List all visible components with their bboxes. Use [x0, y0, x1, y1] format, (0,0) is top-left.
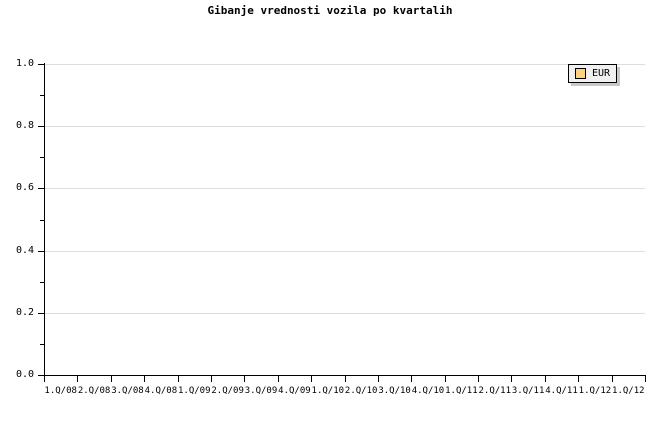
x-axis-tick: [378, 376, 379, 382]
x-axis-tick: [278, 376, 279, 382]
y-axis-tick-minor: [40, 157, 44, 159]
y-axis-tick-major: [38, 64, 44, 65]
y-axis-tick-major: [38, 126, 44, 128]
y-axis-tick-major: [38, 312, 44, 314]
legend-swatch-eur: [575, 68, 586, 79]
y-axis-tick-label: 0.4: [15, 244, 34, 256]
y-axis-tick-label: 1.0: [15, 58, 34, 69]
x-axis-tick: [612, 376, 613, 382]
x-axis-tick-label: 4.Q/09: [278, 386, 311, 396]
y-axis-tick-minor: [40, 343, 44, 345]
y-axis-tick-major: [38, 188, 44, 190]
gridline-horizontal: [44, 126, 645, 128]
y-axis-tick-label: 0.0: [15, 369, 34, 380]
x-axis-tick: [211, 376, 212, 382]
x-axis-tick: [44, 376, 45, 382]
x-axis-tick: [578, 376, 579, 382]
x-axis-tick-label: 4.Q/08: [144, 386, 178, 396]
x-axis-tick-label: 3.Q/08: [111, 386, 144, 396]
gridline-horizontal: [44, 64, 645, 65]
chart-title: Gibanje vrednosti vozila po kvartalih: [207, 4, 453, 17]
x-axis-tick-label: 1.Q/08: [44, 386, 77, 396]
x-axis-tick-label: 2.Q/11: [478, 386, 512, 396]
x-axis-tick-label: 4.Q/11: [545, 386, 578, 396]
x-axis-tick-label: 4.Q/10: [411, 386, 445, 396]
x-axis-tick-label: 2.Q/09: [211, 386, 244, 396]
x-axis-tick: [345, 376, 346, 382]
x-axis-line: [44, 375, 646, 376]
x-axis-tick: [411, 376, 412, 382]
chart-legend[interactable]: EUR: [568, 64, 618, 83]
x-axis-tick: [111, 376, 112, 382]
gridline-horizontal: [44, 188, 645, 190]
x-axis-tick: [144, 376, 145, 382]
x-axis-tick-label: 1.Q/12: [578, 386, 612, 396]
x-axis-tick: [645, 376, 646, 382]
y-axis-tick-major: [38, 375, 44, 376]
x-axis-tick-label: 1.Q/11: [445, 386, 478, 396]
x-axis-tick-label: 3.Q/11: [511, 386, 545, 396]
x-axis-tick: [545, 376, 546, 382]
y-axis-tick-major: [38, 250, 44, 252]
y-axis-tick-minor: [40, 95, 44, 97]
legend-label-eur: EUR: [592, 68, 611, 79]
y-axis-tick-label: 0.2: [15, 306, 34, 318]
x-axis-tick: [511, 376, 512, 382]
x-axis-tick-label: 3.Q/10: [378, 386, 411, 396]
x-axis-tick: [77, 376, 78, 382]
x-axis-tick: [244, 376, 245, 382]
gridline-horizontal: [44, 250, 645, 252]
x-axis-tick-label: 2.Q/10: [344, 386, 378, 396]
x-axis-tick: [445, 376, 446, 382]
y-axis-line: [44, 63, 45, 376]
x-axis-tick-label: 1.Q/09: [177, 386, 211, 396]
y-axis-tick-label: 0.6: [15, 182, 34, 194]
x-axis-tick-label: 3.Q/09: [244, 386, 278, 396]
x-axis-tick-label: 1.Q/12: [612, 386, 645, 396]
y-axis-tick-minor: [40, 281, 44, 283]
x-axis-tick: [178, 376, 179, 382]
y-axis-tick-label: 0.8: [15, 120, 34, 132]
gridline-horizontal: [44, 312, 645, 314]
x-axis-tick: [311, 376, 312, 382]
x-axis-tick: [478, 376, 479, 382]
y-axis-tick-minor: [40, 219, 44, 221]
plot-area: [44, 64, 645, 376]
x-axis-tick-label: 1.Q/10: [311, 386, 345, 396]
x-axis-tick-label: 2.Q/08: [77, 386, 111, 396]
